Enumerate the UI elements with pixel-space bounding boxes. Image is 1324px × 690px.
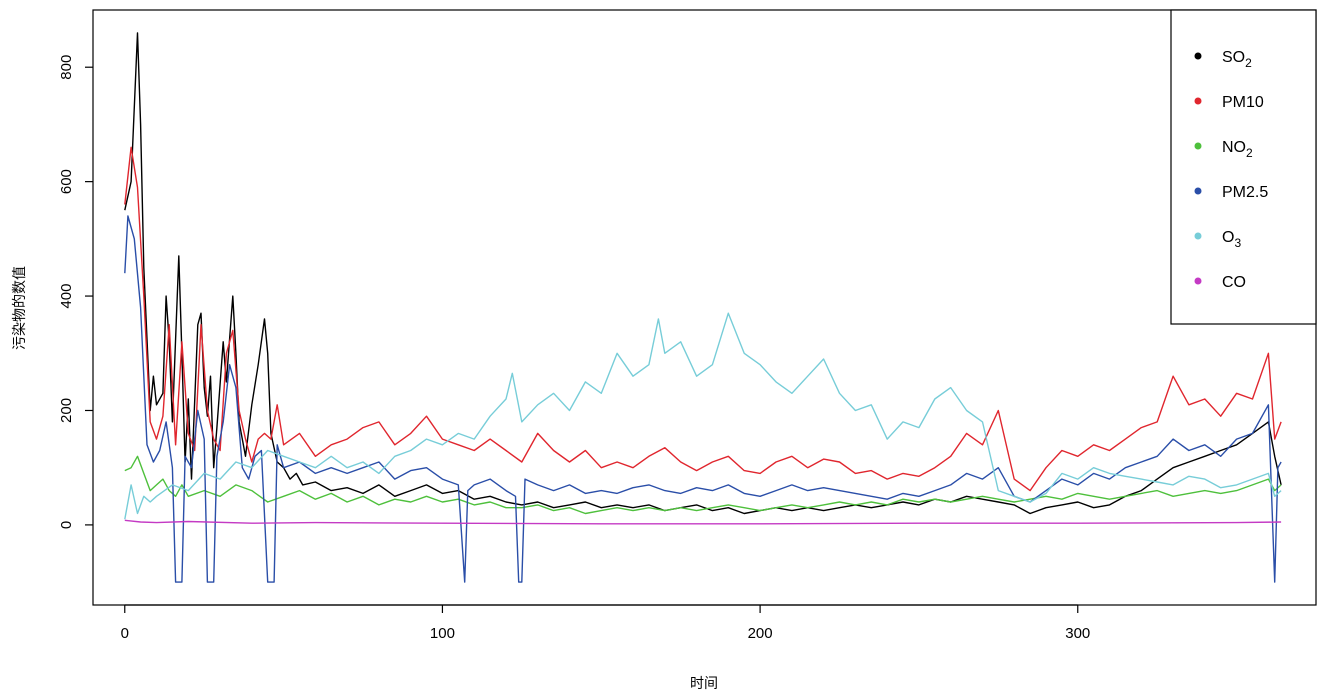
x-tick-label: 200 [748, 625, 773, 642]
x-axis-title: 时间 [690, 676, 718, 690]
series-line-so2 [124, 32, 1282, 515]
legend-label: PM2.5 [1222, 184, 1268, 201]
y-tick-label: 400 [58, 284, 75, 309]
series-line-co [124, 519, 1282, 525]
y-tick-label: 800 [58, 55, 75, 80]
y-axis-title: 污染物的数值 [12, 266, 28, 350]
series-line-o3 [124, 312, 1282, 520]
series-line-pm25 [124, 215, 1282, 583]
y-tick-label: 200 [58, 398, 75, 423]
y-tick-label: 600 [58, 169, 75, 194]
legend-marker [1194, 52, 1202, 60]
legend-label: CO [1222, 274, 1246, 291]
legend-marker [1194, 142, 1202, 150]
legend-marker [1194, 232, 1202, 240]
legend-label: PM10 [1222, 94, 1264, 111]
series-line-no2 [124, 455, 1282, 515]
legend-marker [1194, 277, 1202, 285]
series-layer [124, 32, 1282, 583]
x-tick-label: 300 [1065, 625, 1090, 642]
y-tick-label: 0 [58, 521, 75, 529]
series-line-pm10 [124, 146, 1282, 492]
x-tick-label: 0 [121, 625, 129, 642]
legend-box [1170, 9, 1317, 325]
x-tick-label: 100 [430, 625, 455, 642]
legend-marker [1194, 97, 1202, 105]
axis-layer: 0 100 200 300 0 200 400 600 800 [58, 55, 1090, 642]
legend-marker [1194, 187, 1202, 195]
legend-label: SO2 [1222, 49, 1252, 70]
legend-label: NO2 [1222, 139, 1253, 160]
